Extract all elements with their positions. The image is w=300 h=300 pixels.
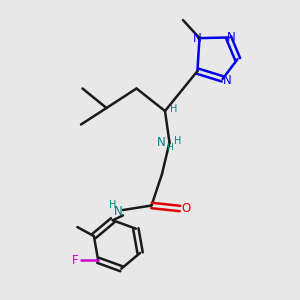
Text: N: N [226, 31, 236, 44]
Text: N: N [223, 74, 232, 87]
Text: H: H [166, 143, 173, 152]
Text: N: N [114, 205, 123, 218]
Text: H: H [170, 104, 177, 115]
Text: N: N [157, 136, 166, 149]
Text: N: N [193, 32, 202, 45]
Text: O: O [182, 202, 190, 215]
Text: H: H [109, 200, 116, 210]
Text: H: H [174, 136, 182, 146]
Text: F: F [71, 254, 78, 267]
